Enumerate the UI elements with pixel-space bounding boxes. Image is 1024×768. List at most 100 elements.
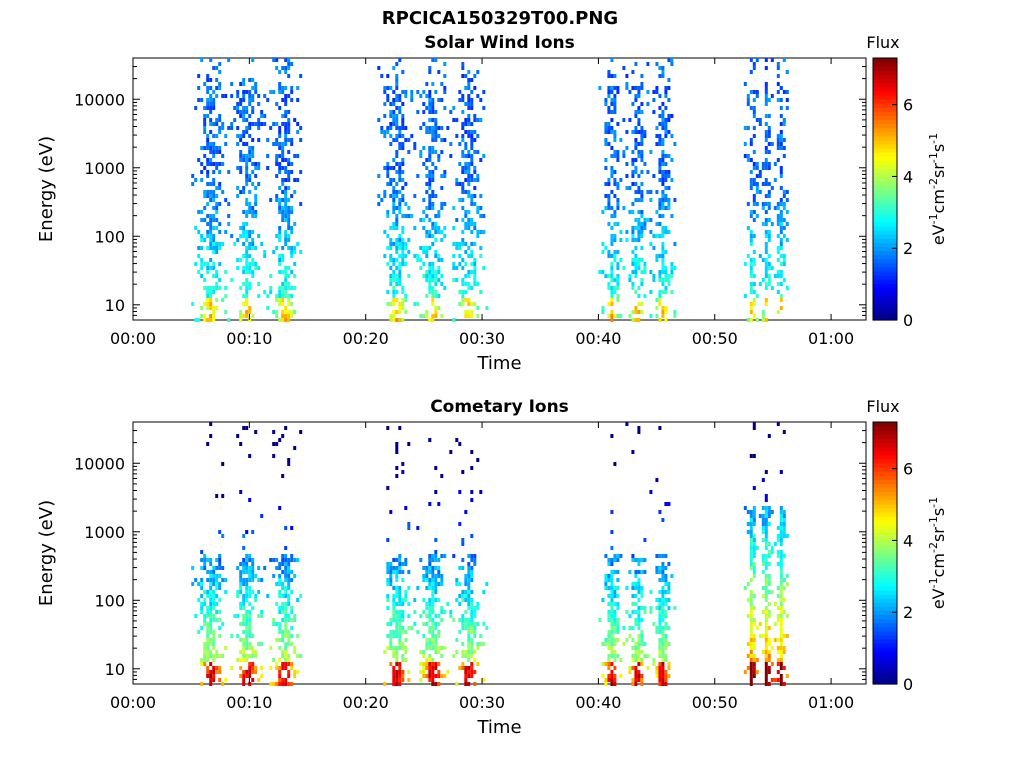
heatmap-cell (749, 58, 753, 62)
heatmap-cell (610, 630, 614, 634)
heatmap-cell (470, 450, 474, 454)
heatmap-cell (655, 190, 659, 194)
heatmap-cell (431, 286, 435, 290)
heatmap-cell (272, 682, 276, 686)
heatmap-cell (431, 110, 435, 114)
x-tick-label: 01:00 (808, 329, 854, 348)
heatmap-cell (631, 102, 635, 106)
heatmap-cell (767, 614, 771, 618)
heatmap-cell (610, 298, 614, 302)
heatmap-cell (661, 594, 665, 598)
heatmap-cell (197, 270, 201, 274)
heatmap-cell (386, 166, 390, 170)
colorbar-step (873, 119, 897, 125)
heatmap-cell (434, 666, 438, 670)
heatmap-cell (401, 670, 405, 674)
heatmap-cell (395, 674, 399, 678)
heatmap-cell (476, 70, 480, 74)
heatmap-cell (284, 586, 288, 590)
heatmap-cell (239, 658, 243, 662)
heatmap-cell (458, 262, 462, 266)
heatmap-cell (634, 618, 638, 622)
heatmap-cell (287, 578, 291, 582)
heatmap-cell (422, 662, 426, 666)
heatmap-cell (749, 538, 753, 542)
heatmap-cell (239, 82, 243, 86)
heatmap-cell (749, 598, 753, 602)
heatmap-cell (248, 150, 252, 154)
heatmap-cell (476, 282, 480, 286)
heatmap-cell (284, 614, 288, 618)
heatmap-cell (749, 142, 753, 146)
heatmap-cell (767, 282, 771, 286)
heatmap-cell (215, 218, 219, 222)
heatmap-cell (616, 282, 620, 286)
heatmap-cell (749, 526, 753, 530)
heatmap-cell (395, 594, 399, 598)
heatmap-cell (458, 302, 462, 306)
colorbar-title: Flux (866, 33, 899, 52)
heatmap-cell (637, 670, 641, 674)
heatmap-cell (658, 234, 662, 238)
heatmap-cell (281, 214, 285, 218)
heatmap-cell (661, 598, 665, 602)
heatmap-cell (440, 582, 444, 586)
heatmap-cell (761, 478, 765, 482)
colorbar-step (873, 532, 897, 538)
heatmap-cell (428, 606, 432, 610)
heatmap-cell (275, 174, 279, 178)
heatmap-cell (664, 290, 668, 294)
heatmap-cell (248, 626, 252, 630)
heatmap-cell (601, 310, 605, 314)
heatmap-cell (473, 558, 477, 562)
heatmap-cell (260, 614, 264, 618)
heatmap-cell (661, 278, 665, 282)
heatmap-cell (610, 274, 614, 278)
heatmap-cell (389, 662, 393, 666)
heatmap-cell (284, 558, 288, 562)
heatmap-cell (467, 674, 471, 678)
heatmap-cell (610, 558, 614, 562)
heatmap-cell (461, 94, 465, 98)
heatmap-cell (392, 670, 396, 674)
heatmap-cell (634, 594, 638, 598)
heatmap-cell (281, 630, 285, 634)
heatmap-cell (785, 582, 789, 586)
heatmap-cell (752, 298, 756, 302)
heatmap-cell (461, 650, 465, 654)
heatmap-cell (254, 654, 258, 658)
heatmap-cell (619, 230, 623, 234)
heatmap-cell (422, 262, 426, 266)
heatmap-cell (428, 282, 432, 286)
heatmap-cell (404, 242, 408, 246)
heatmap-cell (455, 134, 459, 138)
heatmap-cell (386, 598, 390, 602)
heatmap-cell (401, 214, 405, 218)
heatmap-cell (401, 254, 405, 258)
heatmap-cell (661, 66, 665, 70)
heatmap-cell (251, 98, 255, 102)
heatmap-cell (296, 98, 300, 102)
heatmap-cell (242, 582, 246, 586)
heatmap-cell (752, 182, 756, 186)
heatmap-cell (431, 318, 435, 322)
heatmap-cell (667, 582, 671, 586)
heatmap-cell (209, 234, 213, 238)
heatmap-cell (422, 610, 426, 614)
heatmap-cell (779, 598, 783, 602)
heatmap-cell (785, 106, 789, 110)
heatmap-cell (779, 570, 783, 574)
heatmap-cell (610, 594, 614, 598)
heatmap-cell (425, 230, 429, 234)
heatmap-cell (637, 318, 641, 322)
heatmap-cell (770, 678, 774, 682)
heatmap-cell (755, 90, 759, 94)
heatmap-cell (749, 310, 753, 314)
heatmap-cell (749, 230, 753, 234)
heatmap-cell (776, 158, 780, 162)
heatmap-cell (667, 154, 671, 158)
heatmap-cell (209, 606, 213, 610)
heatmap-cell (392, 674, 396, 678)
heatmap-cell (272, 430, 276, 434)
colorbar-tick-label: 4 (903, 531, 913, 550)
